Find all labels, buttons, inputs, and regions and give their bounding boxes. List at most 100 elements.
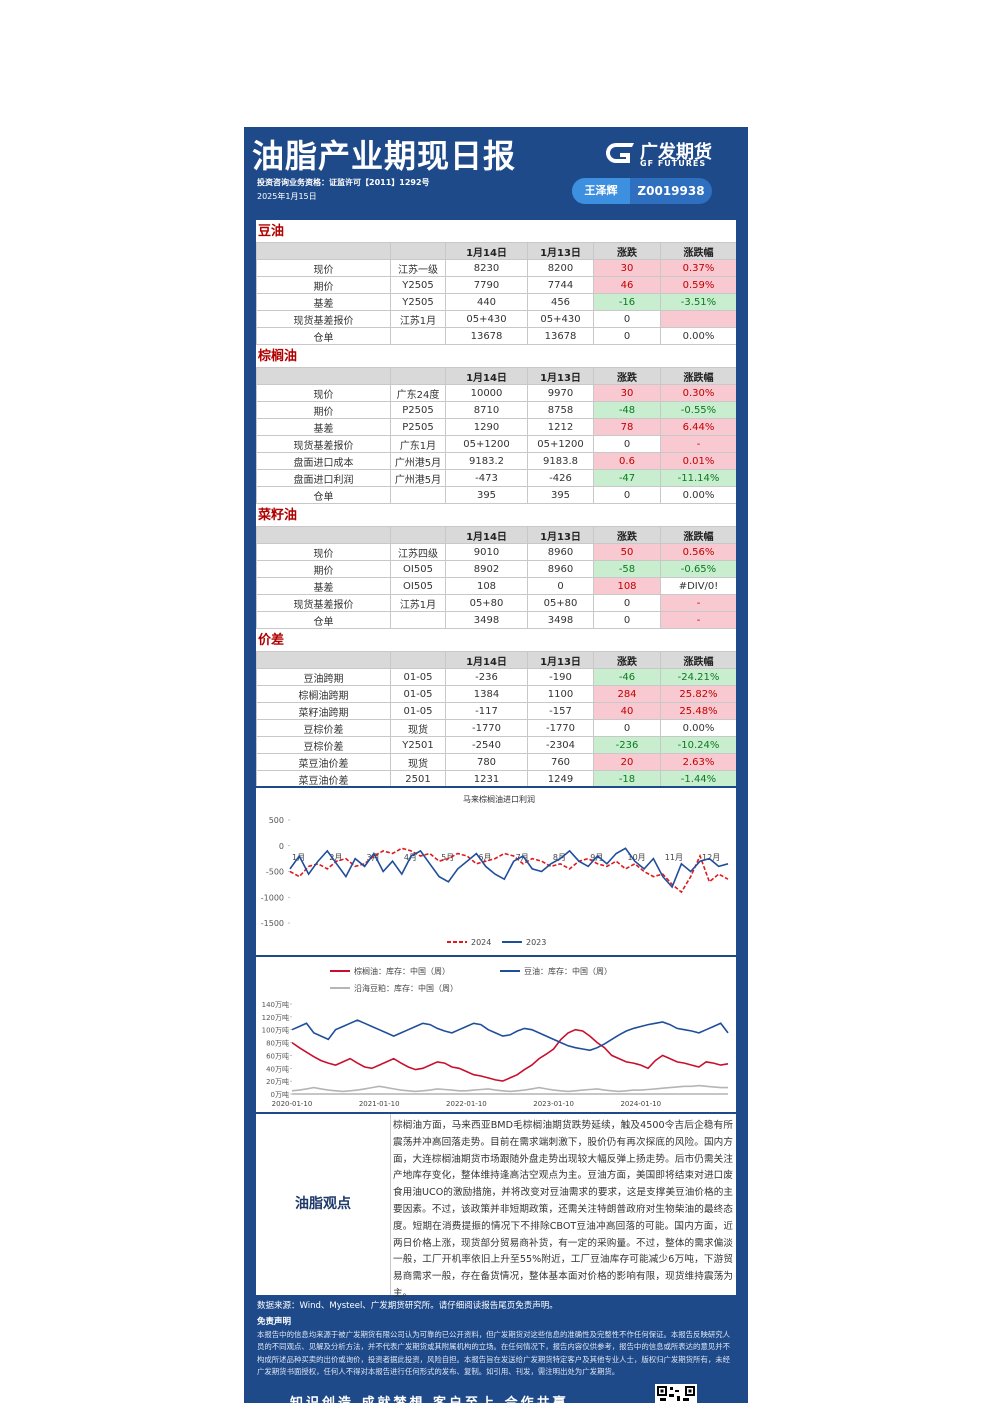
logo-text-en: GF FUTURES: [640, 159, 707, 168]
table-row: 仓单 13678 13678 0 0.00%: [256, 327, 736, 345]
table-cell: -0.55%: [660, 401, 736, 419]
x-tick-label: 11月: [665, 853, 683, 862]
legend-label: 棕榈油：库存：中国（周）: [354, 966, 450, 976]
table-row: 豆棕价差 Y2501 -2540 -2304 -236 -10.24%: [256, 736, 736, 754]
table-cell: 284: [593, 685, 661, 703]
table-row: 期价 OI505 8902 8960 -58 -0.65%: [256, 560, 736, 578]
logo-icon: [606, 143, 634, 163]
table-cell: 0.00%: [660, 327, 736, 345]
legend-label: 沿海豆粕：库存：中国（周）: [354, 983, 458, 993]
table-row: 现货基差报价 江苏1月 05+80 05+80 0-: [256, 594, 736, 612]
data-table: 1月14日 1月13日 涨跌 涨跌幅 现价 江苏一级 8230 8200 30 0.37% 期价 Y2…: [256, 242, 736, 345]
table-row: 期价 P2505 8710 8758 -48 -0.55%: [256, 401, 736, 419]
section-title: 棕榈油: [258, 349, 298, 364]
row-label: 仓单: [256, 327, 391, 345]
header-cell: 涨跌幅: [660, 526, 736, 544]
table-row: 仓单 395 395 0 0.00%: [256, 486, 736, 504]
header-cell: 1月13日: [527, 526, 594, 544]
table-row: 菜豆油价差 2501 1231 1249 -18 -1.44%: [256, 770, 736, 786]
chart-title: 马来棕榈油进口利润: [463, 794, 535, 804]
license: 投资咨询业务资格：证监许可【2011】1292号: [257, 178, 430, 187]
table-cell: -48: [593, 401, 661, 419]
y-tick-label: 60万吨: [266, 1051, 289, 1060]
x-tick-label: 2月: [329, 853, 342, 862]
y-tick-label: 100万吨: [262, 1026, 289, 1035]
header-cell: 1月14日: [445, 367, 528, 385]
table-row: 仓单 3498 3498 0-: [256, 611, 736, 629]
header-cell: 1月13日: [527, 242, 594, 260]
qr-code: [655, 1384, 697, 1403]
table-cell: 13678: [445, 327, 528, 345]
table-cell: 6.44%: [660, 418, 736, 436]
y-tick-label: 500: [269, 816, 284, 825]
table-cell: -: [660, 611, 736, 629]
table-cell: -18: [593, 770, 661, 786]
series-line: [291, 1084, 728, 1093]
header-cell: 涨跌: [593, 651, 661, 669]
legend-label: 2024: [471, 938, 491, 947]
table-row: 基差 Y2505 440 456 -16 -3.51%: [256, 293, 736, 311]
y-tick-label: 140万吨: [262, 1000, 289, 1009]
y-tick-label: 0: [279, 842, 284, 851]
data-table: 1月14日 1月13日 涨跌 涨跌幅 现价 广东24度 10000 9970 30 0.30% 期价…: [256, 367, 736, 504]
disclaimer: 本报告中的信息均来源于被广发期货有限公司认为可靠的已公开资料，但广发期货对这些信…: [257, 1330, 731, 1377]
table-cell: 30: [593, 384, 661, 402]
x-tick-label: 2024-01-10: [620, 1100, 661, 1108]
y-tick-label: -1500: [261, 919, 284, 928]
data-table: 1月14日 1月13日 涨跌 涨跌幅 现价 江苏四级 9010 8960 50 0.56% 期价 OI…: [256, 526, 736, 629]
x-tick-label: 2020-01-10: [272, 1100, 313, 1108]
section-title: 豆油: [258, 224, 285, 239]
x-tick-label: 2023-01-10: [533, 1100, 574, 1108]
table-row: 基差 OI505 108 0 108 #DIV/0!: [256, 577, 736, 595]
analyst-id: Z0019938: [637, 184, 705, 198]
opinion-text: 棕榈油方面，马来西亚BMD毛棕榈油期货跌势延续，触及4500令吉后企稳有所震荡并…: [393, 1120, 733, 1299]
logo-text: 广发期货: [640, 142, 712, 163]
table-cell: -: [660, 594, 736, 612]
opinion-title: 油脂观点: [256, 1114, 391, 1295]
y-tick-label: 80万吨: [266, 1039, 289, 1048]
disclaimer-title: 免责声明: [257, 1317, 292, 1327]
report-title: 油脂产业期现日报: [252, 137, 517, 175]
table-cell: 108: [593, 577, 661, 595]
y-tick-label: -500: [266, 868, 284, 877]
series-line: [289, 847, 729, 889]
slogan: 知识创造 成就梦想 客户至上 合作共赢: [290, 1396, 569, 1411]
header-cell: 1月14日: [445, 242, 528, 260]
section-title: 价差: [258, 633, 285, 648]
x-tick-label: 2022-01-10: [446, 1100, 487, 1108]
table-cell: -24.21%: [660, 668, 736, 686]
x-tick-label: 2021-01-10: [359, 1100, 400, 1108]
section-title: 菜籽油: [258, 508, 298, 523]
y-tick-label: 120万吨: [262, 1013, 289, 1022]
series-line: [291, 1019, 729, 1052]
opinion-box: 油脂观点 棕榈油方面，马来西亚BMD毛棕榈油期货跌势延续，触及4500令吉后企稳…: [256, 1114, 736, 1299]
x-tick-label: 5月: [441, 853, 454, 862]
y-tick-label: 40万吨: [266, 1064, 289, 1073]
chart-frame: [256, 788, 736, 955]
source-note: 数据来源：Wind、Mysteel、广发期货研究所。请仔细阅读报告尾页免责声明。: [257, 1301, 558, 1311]
header-cell: [256, 367, 391, 385]
series-line: [291, 1028, 729, 1082]
table-cell: -46: [593, 668, 661, 686]
legend-label: 豆油：库存：中国（周）: [524, 966, 612, 976]
table-row: 棕榈油跨期 01-05 1384 1100 284 25.82%: [256, 685, 736, 703]
header-row: 1月14日 1月13日 涨跌 涨跌幅: [256, 651, 736, 669]
legend-label: 2023: [526, 938, 546, 947]
header-row: 1月14日 1月13日 涨跌 涨跌幅: [256, 242, 736, 260]
table-cell: 0.6: [593, 452, 661, 470]
analyst-badge: 王泽辉 Z0019938: [572, 178, 712, 204]
table-cell: 0.00%: [660, 486, 736, 504]
table-cell: -1.44%: [660, 770, 736, 786]
header-cell: [390, 367, 446, 385]
table-row: 现价 江苏四级 9010 8960 50 0.56%: [256, 543, 736, 561]
report-date: 2025年1月15日: [257, 192, 317, 201]
y-tick-label: 0万吨: [271, 1090, 289, 1099]
table-cell: 0.37%: [660, 259, 736, 277]
data-table: 1月14日 1月13日 涨跌 涨跌幅 豆油跨期 01-05 -236 -190 -46 -24.2…: [256, 651, 736, 786]
table-row: 豆油跨期 01-05 -236 -190 -46 -24.21%: [256, 668, 736, 686]
x-tick-label: 6月: [478, 853, 491, 862]
price-tables: 豆油 1月14日 1月13日 涨跌 涨跌幅 现价 江苏一级 8230 8200 30 0.37% 期价…: [256, 220, 736, 786]
table-row: 豆棕价差 现货 -1770 -1770 0 0.00%: [256, 719, 736, 737]
table-row: 菜豆油价差 现货 780 760 20 2.63%: [256, 753, 736, 771]
